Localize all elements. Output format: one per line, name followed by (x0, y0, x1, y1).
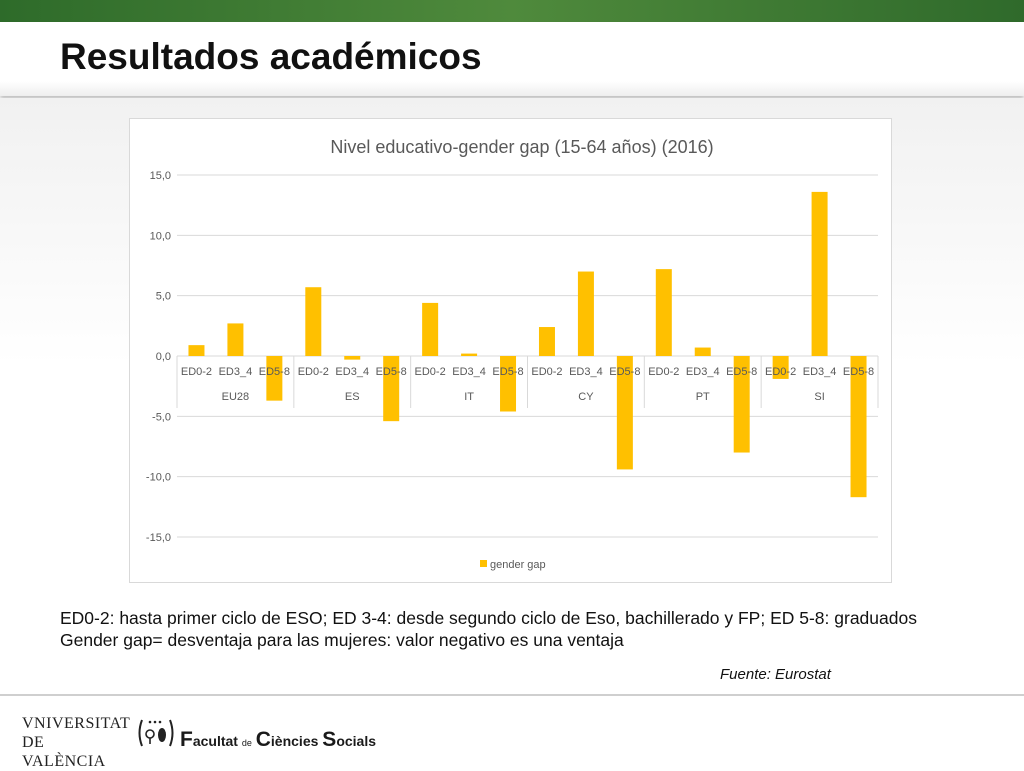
title-band (0, 22, 1024, 96)
faculty-word-ocials: ocials (336, 733, 377, 749)
y-tick-label: 0,0 (156, 351, 171, 363)
x-category-label: ED5-8 (843, 366, 874, 378)
note-line-education-levels: ED0-2: hasta primer ciclo de ESO; ED 3-4… (60, 608, 917, 628)
x-category-label: ED3_4 (219, 366, 253, 378)
x-group-label: ES (345, 391, 360, 403)
x-category-label: ED0-2 (415, 366, 446, 378)
bar (344, 356, 361, 360)
x-category-label: ED0-2 (531, 366, 562, 378)
explanatory-note: ED0-2: hasta primer ciclo de ESO; ED 3-4… (60, 607, 960, 651)
x-category-label: ED0-2 (648, 366, 679, 378)
x-category-label: ED3_4 (452, 366, 486, 378)
x-category-label: ED0-2 (765, 366, 796, 378)
footer-divider (0, 694, 1024, 696)
bar (694, 347, 711, 356)
bar (811, 191, 828, 356)
bar (772, 356, 789, 379)
bar (538, 327, 555, 356)
top-accent-bar (0, 0, 1024, 22)
faculty-name: Facultat de Ciències Socials (180, 728, 376, 752)
university-name-line2: DE VALÈNCIA (22, 734, 106, 770)
x-group-label: IT (464, 391, 474, 403)
bar-chart: Nivel educativo-gender gap (15-64 años) … (146, 137, 879, 571)
x-group-label: PT (696, 391, 710, 403)
x-category-label: ED3_4 (686, 366, 720, 378)
y-tick-label: -10,0 (146, 472, 171, 484)
bar (850, 356, 867, 498)
faculty-word-iencies: iències (270, 733, 319, 749)
bar (461, 353, 478, 356)
y-tick-label: -15,0 (146, 532, 171, 544)
bar (655, 269, 672, 356)
page-title: Resultados académicos (60, 36, 482, 77)
faculty-word-acultat: acultat (192, 733, 238, 749)
x-category-label: ED5-8 (376, 366, 407, 378)
x-category-label: ED5-8 (726, 366, 757, 378)
bar (266, 356, 283, 401)
x-category-label: ED5-8 (609, 366, 640, 378)
bar (500, 356, 517, 412)
x-category-label: ED0-2 (298, 366, 329, 378)
x-group-label: SI (814, 391, 824, 403)
y-tick-label: 5,0 (156, 291, 171, 303)
x-category-label: ED3_4 (335, 366, 369, 378)
faculty-initial-s: S (322, 728, 337, 751)
chart-title: Nivel educativo-gender gap (15-64 años) … (330, 137, 713, 157)
chart-container: Nivel educativo-gender gap (15-64 años) … (129, 118, 892, 583)
y-tick-label: 10,0 (150, 230, 171, 242)
x-group-label: CY (578, 391, 594, 403)
note-line-gender-gap: Gender gap= desventaja para las mujeres:… (60, 630, 624, 650)
bar (227, 323, 244, 356)
legend-swatch-gender-gap (480, 560, 487, 567)
y-tick-label: -5,0 (152, 411, 171, 423)
x-category-label: ED5-8 (492, 366, 523, 378)
y-tick-label: 15,0 (150, 170, 171, 182)
bar (188, 345, 205, 356)
university-logo: VNIVERSITAT DE VALÈNCIA (22, 714, 130, 771)
footer (0, 696, 1024, 768)
university-name-line1: VNIVERSITAT (22, 715, 131, 732)
x-category-label: ED3_4 (569, 366, 603, 378)
bar (577, 271, 594, 356)
faculty-initial-c: C (255, 728, 271, 751)
bar (422, 302, 439, 356)
x-category-label: ED3_4 (803, 366, 837, 378)
faculty-initial-f: F (180, 728, 193, 751)
bar (616, 356, 633, 470)
chart-legend: gender gap (480, 559, 546, 571)
x-group-label: EU28 (222, 391, 250, 403)
source-label: Fuente: Eurostat (720, 666, 831, 683)
x-category-label: ED5-8 (259, 366, 290, 378)
faculty-emblem-icon (138, 719, 174, 747)
faculty-word-de: de (241, 738, 252, 748)
bar (305, 287, 322, 356)
legend-label-gender-gap: gender gap (490, 559, 546, 571)
x-category-label: ED0-2 (181, 366, 212, 378)
bar (383, 356, 400, 422)
bar (733, 356, 750, 453)
